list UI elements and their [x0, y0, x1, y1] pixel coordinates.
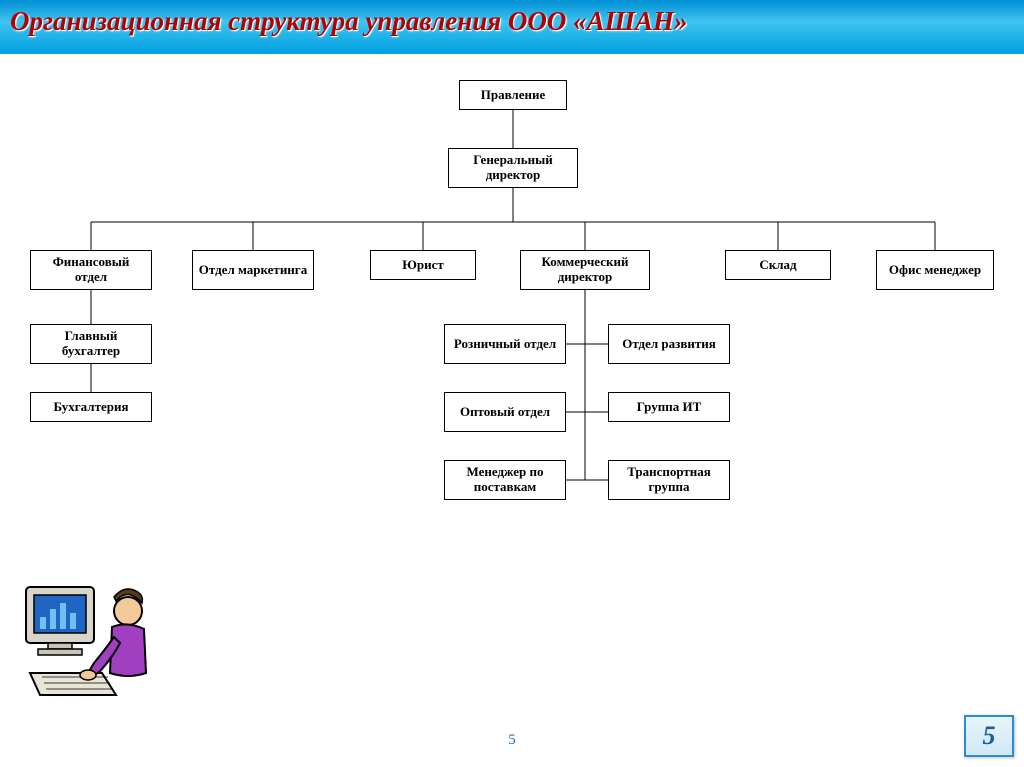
- node-whole: Оптовый отдел: [444, 392, 566, 432]
- node-it: Группа ИТ: [608, 392, 730, 422]
- node-ceo: Генеральный директор: [448, 148, 578, 188]
- page-number-corner: 5: [964, 715, 1014, 757]
- header-bar: Организационная структура управления ООО…: [0, 0, 1024, 54]
- node-chiefacc: Главный бухгалтер: [30, 324, 152, 364]
- node-supply: Менеджер по поставкам: [444, 460, 566, 500]
- node-acc: Бухгалтерия: [30, 392, 152, 422]
- node-fin: Финансовый отдел: [30, 250, 152, 290]
- node-comdir: Коммерческий директор: [520, 250, 650, 290]
- node-retail: Розничный отдел: [444, 324, 566, 364]
- node-trans: Транспортная группа: [608, 460, 730, 500]
- node-mkt: Отдел маркетинга: [192, 250, 314, 290]
- node-board: Правление: [459, 80, 567, 110]
- node-law: Юрист: [370, 250, 476, 280]
- page-number-center: 5: [508, 732, 516, 749]
- org-chart: Правление Генеральный директор Финансовый …: [0, 60, 1024, 660]
- clipart-computer-user: [20, 577, 160, 707]
- node-office: Офис менеджер: [876, 250, 994, 290]
- node-dev: Отдел развития: [608, 324, 730, 364]
- node-wh: Склад: [725, 250, 831, 280]
- page-title: Организационная структура управления ООО…: [10, 6, 688, 37]
